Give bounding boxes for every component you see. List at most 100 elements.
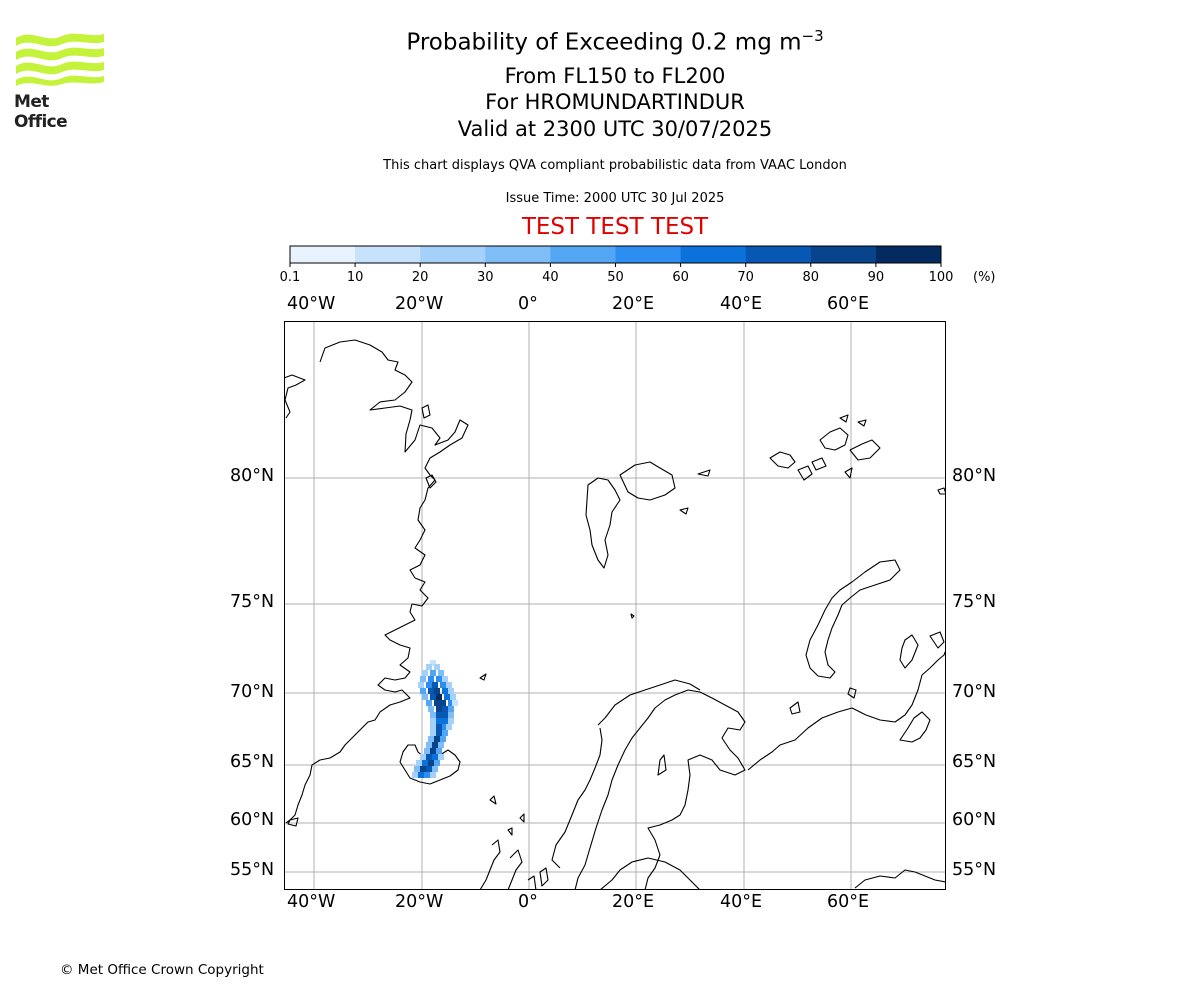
lat-label-right: 55°N bbox=[952, 860, 997, 880]
plume-cell bbox=[438, 670, 444, 676]
lon-label-bottom: 20°W bbox=[395, 892, 444, 912]
plume-cell bbox=[428, 736, 434, 742]
test-banner: TEST TEST TEST bbox=[521, 214, 709, 240]
plume-cell bbox=[422, 694, 428, 700]
plume-cell bbox=[442, 718, 448, 724]
plume-cell bbox=[422, 670, 428, 676]
plume-cell bbox=[436, 676, 442, 682]
colorbar-bin bbox=[810, 246, 877, 263]
colorbar-tick-label: 80 bbox=[802, 270, 820, 285]
colorbar-bin bbox=[355, 246, 421, 263]
plume-cell bbox=[420, 754, 426, 760]
lon-label-bottom: 60°E bbox=[827, 892, 870, 912]
colorbar-tick-label: 20 bbox=[411, 270, 429, 285]
plume-cell bbox=[430, 670, 436, 676]
plume-cell bbox=[414, 766, 420, 772]
plume-cell bbox=[430, 660, 436, 666]
plume-cell bbox=[418, 682, 424, 688]
colorbar-tick-label: 0.1 bbox=[279, 270, 301, 285]
plume-cell bbox=[436, 718, 442, 724]
plume-cell bbox=[436, 706, 442, 712]
plume-cell bbox=[440, 700, 446, 706]
plume-cell bbox=[424, 748, 430, 754]
plume-cell bbox=[438, 742, 444, 748]
plume-cell bbox=[436, 748, 442, 754]
lat-label-right: 80°N bbox=[952, 466, 997, 486]
plume-cell bbox=[442, 730, 448, 736]
plume-cell bbox=[434, 736, 440, 742]
probability-plume bbox=[412, 660, 458, 778]
plume-cell bbox=[444, 694, 450, 700]
volcano-name: For HROMUNDARTINDUR bbox=[485, 90, 745, 114]
plume-cell bbox=[420, 688, 426, 694]
plume-cell bbox=[448, 688, 454, 694]
lon-label-top: 60°E bbox=[827, 294, 870, 314]
plume-cell bbox=[432, 754, 438, 760]
plume-cell bbox=[440, 682, 446, 688]
plume-cell bbox=[430, 712, 436, 718]
plume-cell bbox=[430, 718, 436, 724]
plume-cell bbox=[430, 730, 436, 736]
plume-cell bbox=[420, 676, 426, 682]
lon-label-top: 20°W bbox=[395, 294, 444, 314]
plume-cell bbox=[422, 760, 428, 766]
lat-label-left: 65°N bbox=[230, 752, 275, 772]
lat-label-left: 75°N bbox=[230, 592, 275, 612]
lon-label-top: 40°E bbox=[720, 294, 763, 314]
plume-cell bbox=[448, 718, 454, 724]
lon-label-top: 40°W bbox=[287, 294, 336, 314]
colorbar-bin bbox=[745, 246, 812, 263]
plume-cell bbox=[412, 772, 418, 778]
plume-cell bbox=[430, 694, 436, 700]
colorbar-bin bbox=[420, 246, 486, 263]
plume-cell bbox=[428, 676, 434, 682]
lon-label-bottom: 40°E bbox=[720, 892, 763, 912]
issue-time: Issue Time: 2000 UTC 30 Jul 2025 bbox=[505, 191, 725, 206]
colorbar-bin bbox=[680, 246, 747, 263]
plume-cell bbox=[434, 760, 440, 766]
plume-cell bbox=[448, 700, 454, 706]
lon-label-top: 20°E bbox=[612, 294, 655, 314]
map-frame bbox=[284, 321, 946, 890]
colorbar bbox=[289, 245, 942, 267]
chart-description: This chart displays QVA compliant probab… bbox=[383, 158, 847, 173]
colorbar-tick-label: 100 bbox=[928, 270, 954, 285]
plume-cell bbox=[432, 766, 438, 772]
colorbar-tick-label: 10 bbox=[346, 270, 364, 285]
colorbar-tick-label: 60 bbox=[672, 270, 689, 285]
plume-cell bbox=[432, 682, 438, 688]
plume-cell bbox=[448, 706, 454, 712]
plume-cell bbox=[450, 694, 456, 700]
lat-label-right: 65°N bbox=[952, 752, 997, 772]
colorbar-tick-label: 70 bbox=[737, 270, 754, 285]
colorbar-bin bbox=[615, 246, 682, 263]
plume-cell bbox=[428, 760, 434, 766]
lat-label-right: 75°N bbox=[952, 592, 997, 612]
plume-cell bbox=[442, 676, 448, 682]
colorbar-bin bbox=[290, 246, 356, 263]
lat-label-left: 55°N bbox=[230, 860, 275, 880]
lon-label-bottom: 20°E bbox=[612, 892, 655, 912]
colorbar-bin bbox=[875, 246, 942, 263]
map-gridlines bbox=[284, 321, 946, 890]
plume-cell bbox=[426, 742, 432, 748]
colorbar-tick-label: 50 bbox=[607, 270, 624, 285]
plume-cell bbox=[428, 688, 434, 694]
plume-cell bbox=[426, 682, 432, 688]
colorbar-bin bbox=[485, 246, 551, 263]
plume-cell bbox=[446, 682, 452, 688]
plume-cell bbox=[426, 664, 432, 670]
plume-cell bbox=[430, 772, 436, 778]
plume-cell bbox=[418, 772, 424, 778]
plume-cell bbox=[442, 712, 448, 718]
colorbar-tick-label: 40 bbox=[542, 270, 559, 285]
plume-cell bbox=[436, 694, 442, 700]
plume-cell bbox=[440, 736, 446, 742]
valid-time: Valid at 2300 UTC 30/07/2025 bbox=[457, 117, 773, 141]
plume-cell bbox=[434, 688, 440, 694]
plume-cell bbox=[442, 706, 448, 712]
plume-cell bbox=[442, 688, 448, 694]
lat-label-left: 80°N bbox=[230, 466, 275, 486]
plume-cell bbox=[430, 724, 436, 730]
